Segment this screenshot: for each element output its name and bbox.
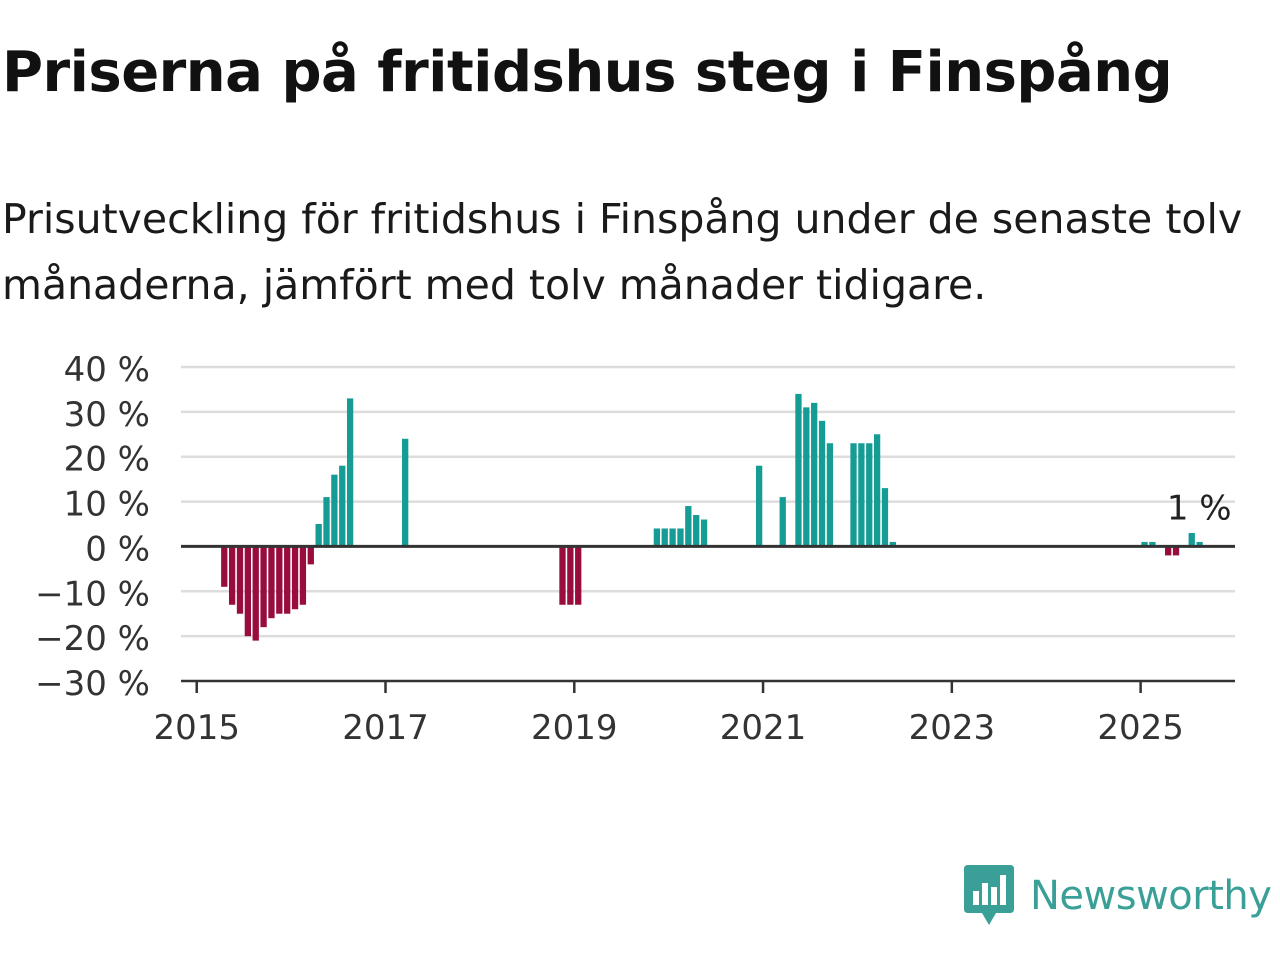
y-tick-label: 40 % <box>64 350 150 390</box>
bar <box>661 528 668 547</box>
bar <box>1172 546 1180 556</box>
x-tick-label: 2021 <box>720 708 807 748</box>
bar <box>346 398 354 547</box>
bar <box>559 546 566 605</box>
bar <box>299 546 307 605</box>
bar <box>677 528 684 547</box>
bar <box>811 402 818 547</box>
newsworthy-brand: Newsworthy <box>964 864 1272 928</box>
bar <box>244 546 252 637</box>
bar <box>575 546 582 605</box>
bar <box>850 443 857 547</box>
bar <box>881 488 889 547</box>
bar <box>779 497 786 547</box>
x-tick-label: 2023 <box>909 708 996 748</box>
bar <box>276 546 283 614</box>
bar <box>567 546 574 605</box>
bar <box>653 528 661 547</box>
y-tick-label: 0 % <box>85 529 150 569</box>
bar <box>268 546 275 619</box>
bar <box>803 407 810 547</box>
x-tick-label: 2019 <box>531 708 618 748</box>
bar <box>1188 532 1195 547</box>
bar <box>755 465 763 547</box>
chart-subtitle: Prisutveckling för fritidshus i Finspång… <box>2 195 1243 309</box>
annotation-label: 1 % <box>1167 489 1232 529</box>
bar <box>693 515 700 547</box>
y-tick-label: 20 % <box>64 440 150 480</box>
bar <box>307 546 314 565</box>
bar <box>228 546 236 605</box>
bar <box>291 546 299 610</box>
chart-title: Priserna på fritidshus steg i Finspång <box>2 40 1173 105</box>
bar <box>260 546 267 628</box>
newsworthy-logo-icon <box>964 865 1014 925</box>
bar <box>826 443 834 547</box>
y-tick-label: −10 % <box>35 574 150 614</box>
bar <box>818 420 826 547</box>
bar <box>221 546 228 587</box>
bar <box>236 546 244 614</box>
bar <box>252 546 259 641</box>
bar <box>1149 541 1156 547</box>
y-tick-label: 30 % <box>64 395 150 435</box>
bar <box>685 506 692 547</box>
bar <box>873 434 881 547</box>
x-tick-label: 2017 <box>342 708 429 748</box>
bar <box>402 438 409 547</box>
bar <box>858 443 865 547</box>
bar <box>315 524 322 547</box>
bar <box>323 497 330 547</box>
bar <box>700 519 708 547</box>
bar <box>331 474 338 547</box>
bar <box>795 393 802 547</box>
y-tick-label: −20 % <box>35 619 150 659</box>
bar <box>889 541 896 547</box>
bar <box>339 465 346 547</box>
bar <box>669 528 676 547</box>
bar <box>1164 546 1172 556</box>
brand-name: Newsworthy <box>1030 873 1272 919</box>
bar <box>1141 541 1148 547</box>
y-tick-label: −30 % <box>35 664 150 704</box>
x-tick-label: 2015 <box>153 708 240 748</box>
bar <box>284 546 291 614</box>
x-tick-label: 2025 <box>1097 708 1184 748</box>
bar <box>1196 541 1203 547</box>
y-tick-label: 10 % <box>64 485 150 525</box>
bar <box>866 443 873 547</box>
